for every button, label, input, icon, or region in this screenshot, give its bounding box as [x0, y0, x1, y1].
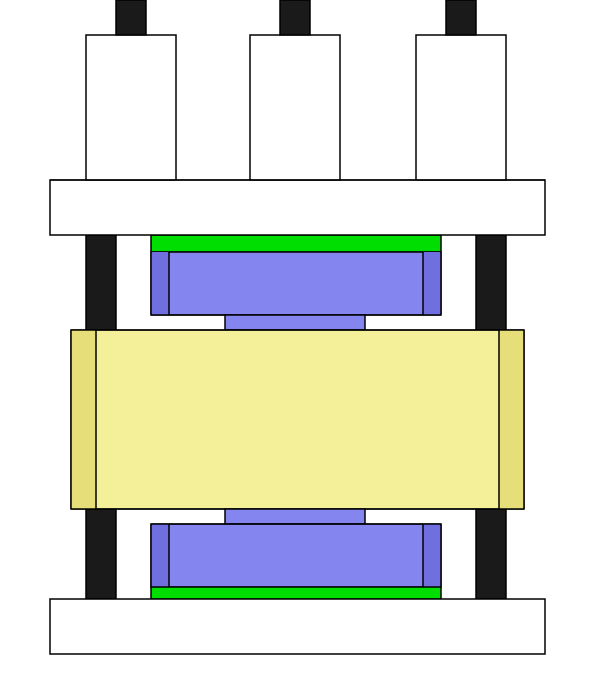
nut-body-3 [416, 35, 506, 180]
rod-left-upper [86, 235, 116, 330]
bolt-head-3 [446, 0, 476, 35]
seal-bottom [151, 587, 441, 599]
bolt-head-1 [116, 0, 146, 35]
bolt-head-2 [280, 0, 310, 35]
nut-body-1 [86, 35, 176, 180]
rod-right-lower [476, 509, 506, 599]
piston-neck-top [225, 315, 365, 330]
cylinder-body [71, 330, 524, 509]
rod-right-upper [476, 235, 506, 330]
assembly-diagram [0, 0, 600, 687]
piston-bottom [151, 524, 441, 587]
flange-bottom [50, 599, 545, 654]
flange-top [50, 180, 545, 235]
nut-body-2 [250, 35, 340, 180]
piston-top [151, 252, 441, 315]
rod-left-lower [86, 509, 116, 599]
piston-neck-bottom [225, 509, 365, 524]
seal-top [151, 235, 441, 252]
